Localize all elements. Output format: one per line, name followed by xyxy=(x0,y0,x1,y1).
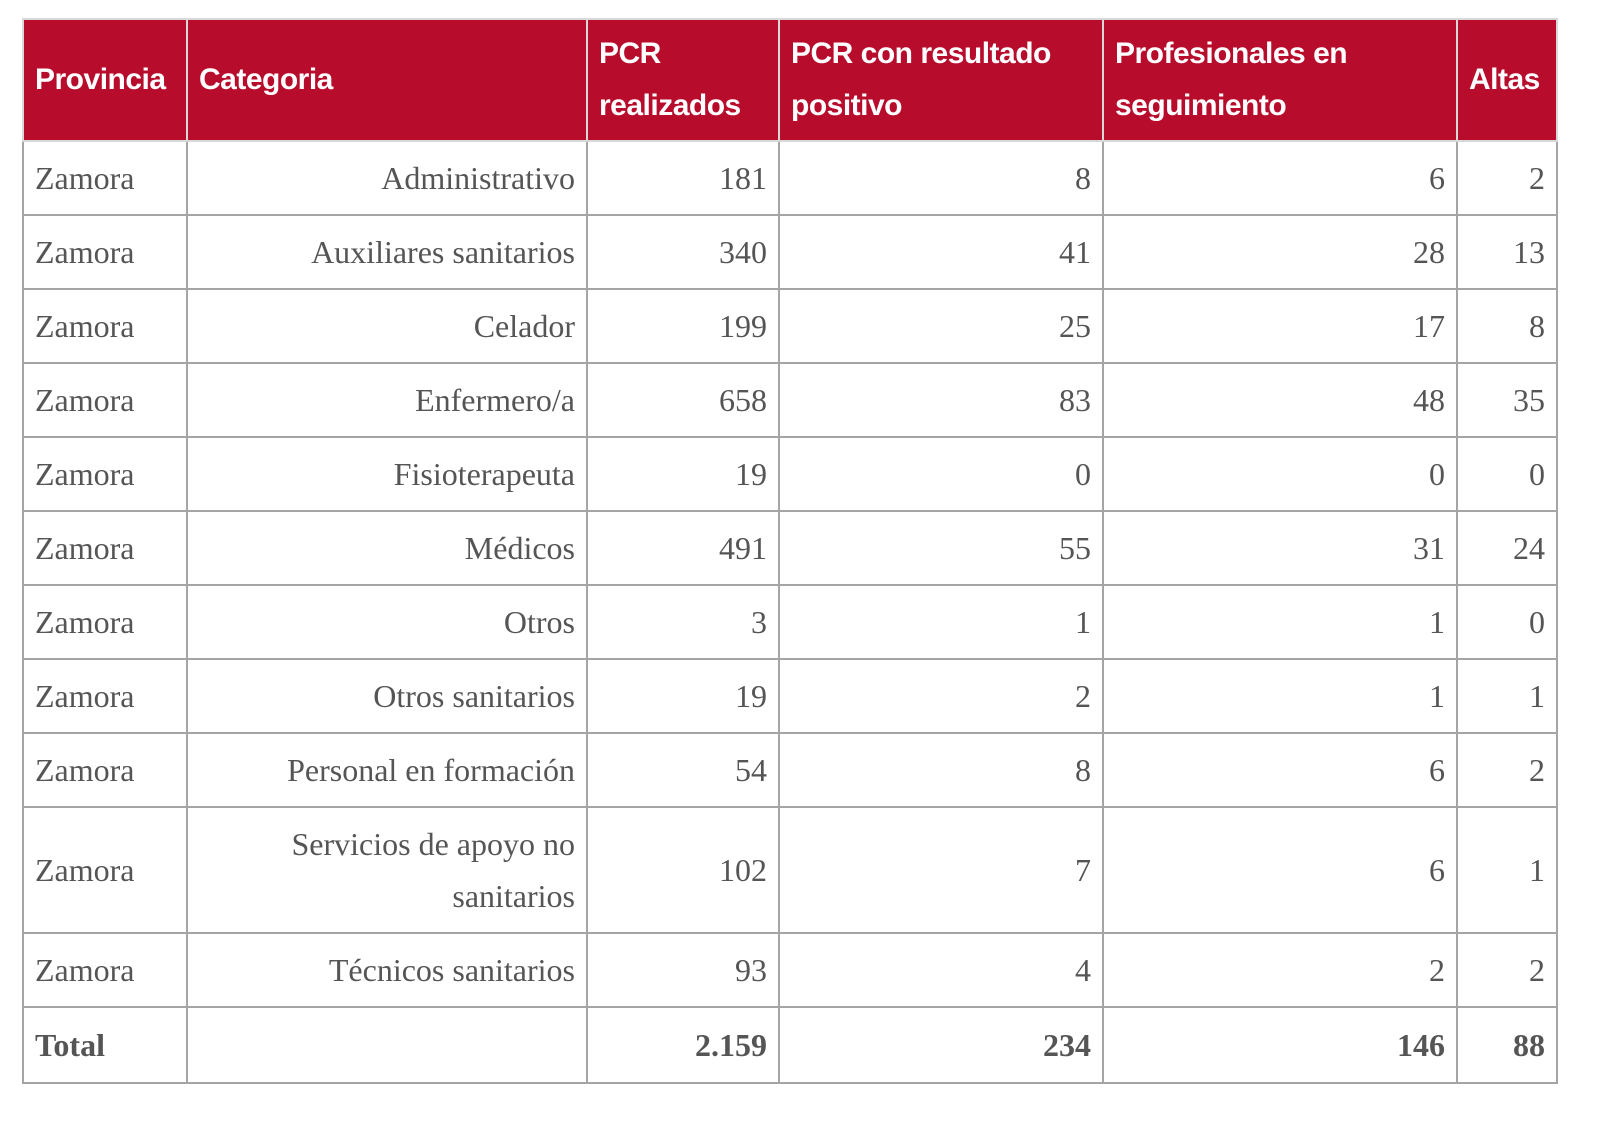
cell-pcr-realizados: 199 xyxy=(586,288,780,364)
header-categoria: Categoria xyxy=(186,18,588,142)
table-row: Zamora Servicios de apoyo no sanitarios 10… xyxy=(22,806,1558,934)
table-row: Zamora Fisioterapeuta 19 0 0 0 xyxy=(22,436,1558,512)
cell-pcr-realizados: 340 xyxy=(586,214,780,290)
cell-profesionales-seguimiento: 1 xyxy=(1102,658,1458,734)
cell-altas: 1 xyxy=(1456,806,1558,934)
cell-profesionales-seguimiento: 28 xyxy=(1102,214,1458,290)
cell-pcr-realizados: 658 xyxy=(586,362,780,438)
cell-pcr-positivo: 4 xyxy=(778,932,1104,1008)
cell-pcr-positivo: 8 xyxy=(778,140,1104,216)
cell-altas: 2 xyxy=(1456,732,1558,808)
header-profesionales-seguimiento: Profesionales en seguimiento xyxy=(1102,18,1458,142)
table-row: Zamora Administrativo 181 8 6 2 xyxy=(22,140,1558,216)
cell-pcr-positivo: 41 xyxy=(778,214,1104,290)
cell-categoria: Otros xyxy=(186,584,588,660)
cell-pcr-realizados: 181 xyxy=(586,140,780,216)
cell-altas: 2 xyxy=(1456,140,1558,216)
cell-pcr-positivo: 55 xyxy=(778,510,1104,586)
cell-provincia: Zamora xyxy=(22,932,188,1008)
cell-altas: 88 xyxy=(1456,1006,1558,1084)
cell-provincia: Zamora xyxy=(22,510,188,586)
cell-categoria: Servicios de apoyo no sanitarios xyxy=(186,806,588,934)
cell-profesionales-seguimiento: 6 xyxy=(1102,806,1458,934)
cell-provincia: Zamora xyxy=(22,140,188,216)
cell-categoria: Administrativo xyxy=(186,140,588,216)
cell-profesionales-seguimiento: 6 xyxy=(1102,140,1458,216)
cell-categoria: Médicos xyxy=(186,510,588,586)
cell-profesionales-seguimiento: 31 xyxy=(1102,510,1458,586)
table-row: Zamora Celador 199 25 17 8 xyxy=(22,288,1558,364)
cell-pcr-positivo: 0 xyxy=(778,436,1104,512)
cell-provincia: Zamora xyxy=(22,658,188,734)
table-row: Zamora Otros 3 1 1 0 xyxy=(22,584,1558,660)
data-table: Provincia Categoria PCR realizados PCR con … xyxy=(22,18,1558,1084)
cell-pcr-positivo: 234 xyxy=(778,1006,1104,1084)
cell-pcr-positivo: 83 xyxy=(778,362,1104,438)
header-row: Provincia Categoria PCR realizados PCR con … xyxy=(22,18,1558,142)
table-row: Zamora Personal en formación 54 8 6 2 xyxy=(22,732,1558,808)
cell-pcr-realizados: 19 xyxy=(586,436,780,512)
cell-pcr-positivo: 2 xyxy=(778,658,1104,734)
header-provincia: Provincia xyxy=(22,18,188,142)
cell-provincia: Zamora xyxy=(22,584,188,660)
cell-provincia: Zamora xyxy=(22,214,188,290)
cell-categoria: Personal en formación xyxy=(186,732,588,808)
cell-altas: 1 xyxy=(1456,658,1558,734)
cell-categoria: Fisioterapeuta xyxy=(186,436,588,512)
cell-provincia: Zamora xyxy=(22,436,188,512)
cell-provincia: Total xyxy=(22,1006,188,1084)
cell-pcr-positivo: 25 xyxy=(778,288,1104,364)
cell-categoria: Enfermero/a xyxy=(186,362,588,438)
cell-altas: 0 xyxy=(1456,436,1558,512)
cell-profesionales-seguimiento: 17 xyxy=(1102,288,1458,364)
cell-provincia: Zamora xyxy=(22,806,188,934)
table-row: Zamora Auxiliares sanitarios 340 41 28 13 xyxy=(22,214,1558,290)
cell-profesionales-seguimiento: 1 xyxy=(1102,584,1458,660)
total-row: Total 2.159 234 146 88 xyxy=(22,1006,1558,1084)
cell-pcr-realizados: 102 xyxy=(586,806,780,934)
cell-categoria: Auxiliares sanitarios xyxy=(186,214,588,290)
cell-altas: 24 xyxy=(1456,510,1558,586)
cell-pcr-realizados: 93 xyxy=(586,932,780,1008)
cell-altas: 13 xyxy=(1456,214,1558,290)
cell-pcr-positivo: 1 xyxy=(778,584,1104,660)
cell-pcr-positivo: 8 xyxy=(778,732,1104,808)
table-row: Zamora Enfermero/a 658 83 48 35 xyxy=(22,362,1558,438)
cell-altas: 35 xyxy=(1456,362,1558,438)
cell-profesionales-seguimiento: 6 xyxy=(1102,732,1458,808)
cell-provincia: Zamora xyxy=(22,362,188,438)
header-pcr-positivo: PCR con resultado positivo xyxy=(778,18,1104,142)
cell-pcr-realizados: 19 xyxy=(586,658,780,734)
header-pcr-realizados: PCR realizados xyxy=(586,18,780,142)
table-row: Zamora Médicos 491 55 31 24 xyxy=(22,510,1558,586)
cell-categoria xyxy=(186,1006,588,1084)
cell-pcr-realizados: 2.159 xyxy=(586,1006,780,1084)
cell-pcr-realizados: 3 xyxy=(586,584,780,660)
cell-categoria: Otros sanitarios xyxy=(186,658,588,734)
cell-altas: 2 xyxy=(1456,932,1558,1008)
cell-categoria: Celador xyxy=(186,288,588,364)
cell-profesionales-seguimiento: 146 xyxy=(1102,1006,1458,1084)
cell-altas: 8 xyxy=(1456,288,1558,364)
cell-profesionales-seguimiento: 2 xyxy=(1102,932,1458,1008)
cell-pcr-realizados: 491 xyxy=(586,510,780,586)
cell-pcr-positivo: 7 xyxy=(778,806,1104,934)
cell-profesionales-seguimiento: 0 xyxy=(1102,436,1458,512)
cell-provincia: Zamora xyxy=(22,288,188,364)
header-altas: Altas xyxy=(1456,18,1558,142)
cell-pcr-realizados: 54 xyxy=(586,732,780,808)
cell-provincia: Zamora xyxy=(22,732,188,808)
table-row: Zamora Técnicos sanitarios 93 4 2 2 xyxy=(22,932,1558,1008)
cell-altas: 0 xyxy=(1456,584,1558,660)
table-row: Zamora Otros sanitarios 19 2 1 1 xyxy=(22,658,1558,734)
cell-profesionales-seguimiento: 48 xyxy=(1102,362,1458,438)
cell-categoria: Técnicos sanitarios xyxy=(186,932,588,1008)
